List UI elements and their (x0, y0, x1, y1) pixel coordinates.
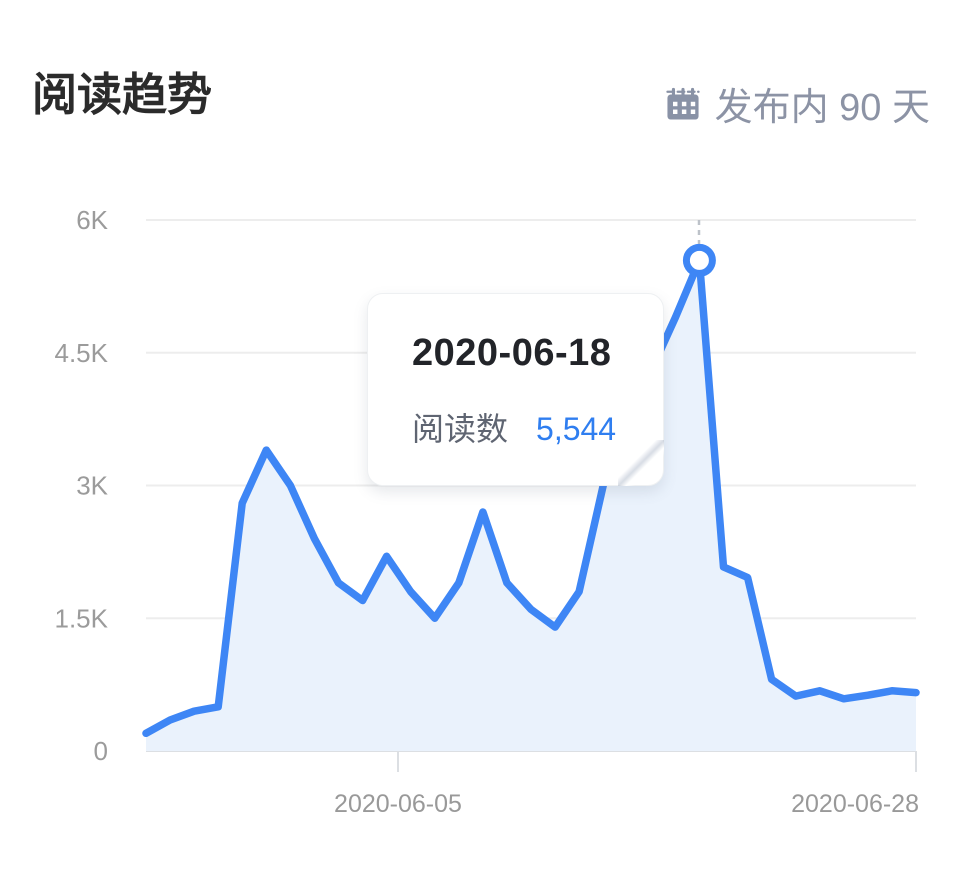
svg-text:2020-06-28: 2020-06-28 (791, 790, 919, 818)
svg-text:0: 0 (94, 736, 108, 766)
svg-text:6K: 6K (76, 205, 108, 235)
svg-text:2020-06-05: 2020-06-05 (334, 790, 462, 818)
svg-text:4.5K: 4.5K (55, 338, 109, 368)
svg-text:3K: 3K (76, 471, 108, 501)
svg-text:1.5K: 1.5K (55, 603, 109, 633)
